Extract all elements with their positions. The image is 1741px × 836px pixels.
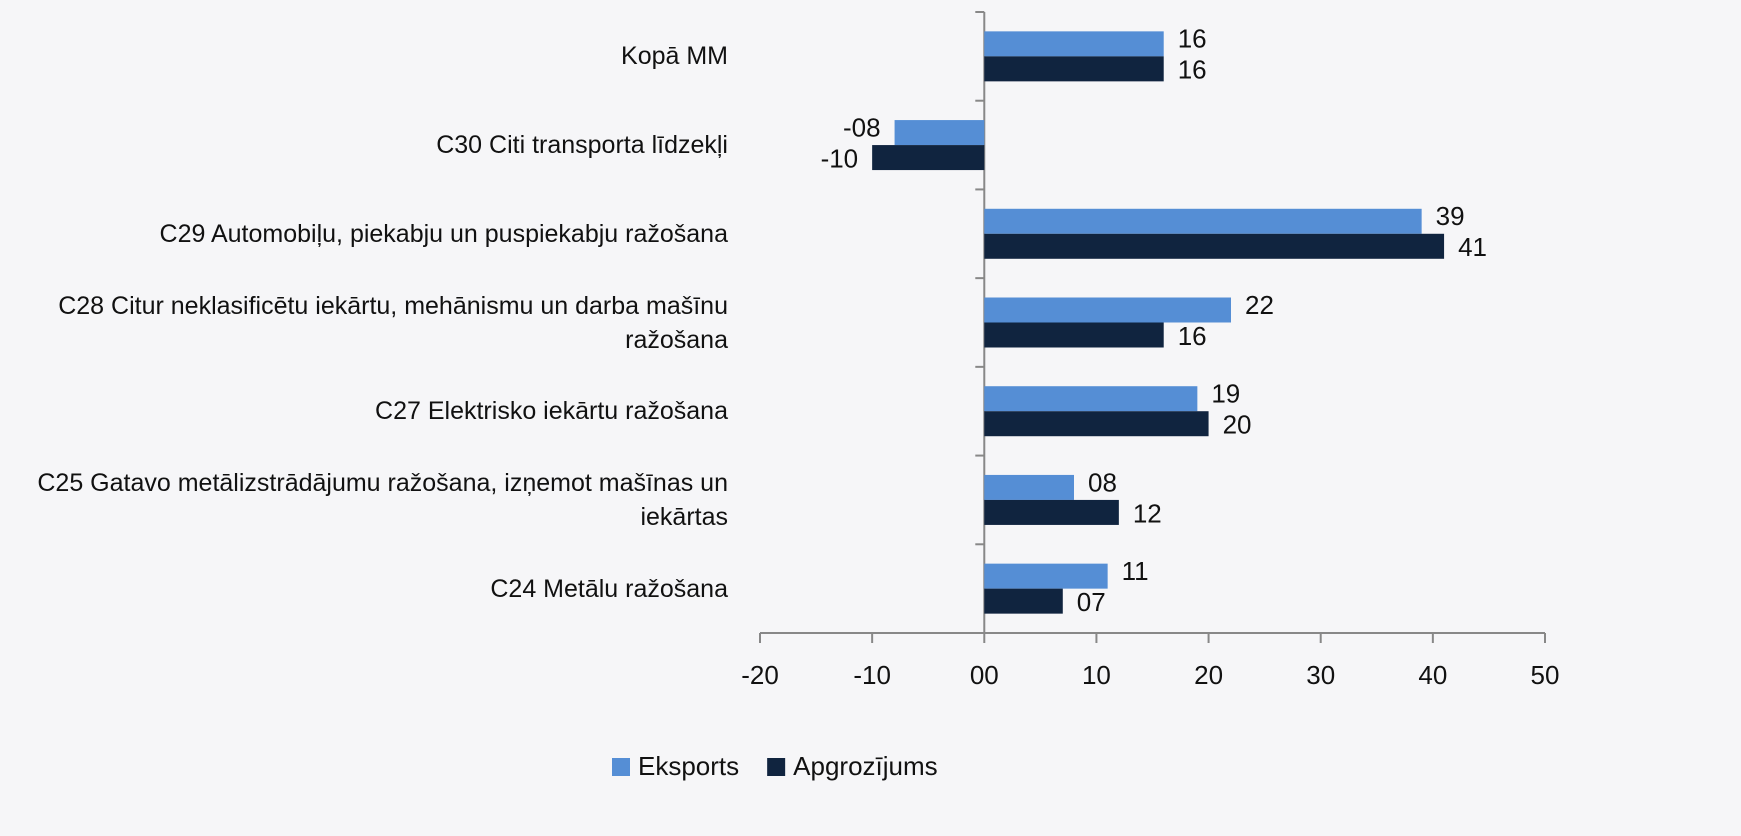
value-label: 16 bbox=[1178, 24, 1207, 54]
bar bbox=[984, 322, 1164, 348]
category-label: C28 Citur neklasificētu iekārtu, mehānis… bbox=[58, 291, 728, 354]
value-label: 08 bbox=[1088, 467, 1117, 497]
x-tick-label: 40 bbox=[1418, 660, 1447, 690]
category-label: C27 Elektrisko iekārtu ražošana bbox=[375, 397, 728, 426]
value-label: 16 bbox=[1178, 55, 1207, 85]
x-tick-label: 30 bbox=[1306, 660, 1335, 690]
x-tick-label: 00 bbox=[970, 660, 999, 690]
bar bbox=[984, 297, 1231, 323]
value-label: 41 bbox=[1458, 232, 1487, 262]
value-label: 11 bbox=[1122, 556, 1149, 586]
category-label: C24 Metālu ražošana bbox=[490, 574, 728, 603]
legend-swatch bbox=[612, 758, 630, 776]
x-tick-label: -10 bbox=[853, 660, 891, 690]
x-tick-label: 10 bbox=[1082, 660, 1111, 690]
value-label: 19 bbox=[1211, 379, 1240, 409]
bar bbox=[984, 563, 1108, 589]
x-tick-label: 20 bbox=[1194, 660, 1223, 690]
bar bbox=[984, 474, 1074, 500]
bar bbox=[984, 31, 1164, 57]
category-label: C30 Citi transporta līdzekļi bbox=[436, 131, 728, 160]
x-tick-label: -20 bbox=[741, 660, 779, 690]
value-label: 20 bbox=[1223, 410, 1252, 440]
x-tick-label: 50 bbox=[1531, 660, 1560, 690]
value-label: 07 bbox=[1077, 587, 1106, 617]
bar bbox=[984, 411, 1209, 437]
bar bbox=[984, 233, 1445, 259]
bar bbox=[984, 499, 1119, 525]
legend-label: Apgrozījums bbox=[793, 751, 938, 781]
value-label: 39 bbox=[1436, 201, 1465, 231]
legend-swatch bbox=[767, 758, 786, 776]
value-label: 22 bbox=[1245, 290, 1274, 320]
legend-label: Eksports bbox=[638, 751, 739, 781]
bar bbox=[872, 145, 985, 171]
bar bbox=[984, 208, 1422, 234]
value-label: 12 bbox=[1133, 498, 1162, 528]
bar bbox=[984, 386, 1198, 412]
bar bbox=[984, 56, 1164, 82]
value-label: -08 bbox=[843, 112, 881, 142]
category-label: C29 Automobiļu, piekabju un puspiekabju … bbox=[159, 219, 728, 248]
category-label: C25 Gatavo metālizstrādājumu ražošana, i… bbox=[37, 468, 728, 531]
bar bbox=[894, 120, 985, 146]
category-label: Kopā MM bbox=[621, 42, 728, 71]
bar bbox=[984, 588, 1063, 614]
value-label: 16 bbox=[1178, 321, 1207, 351]
value-label: -10 bbox=[821, 143, 859, 173]
